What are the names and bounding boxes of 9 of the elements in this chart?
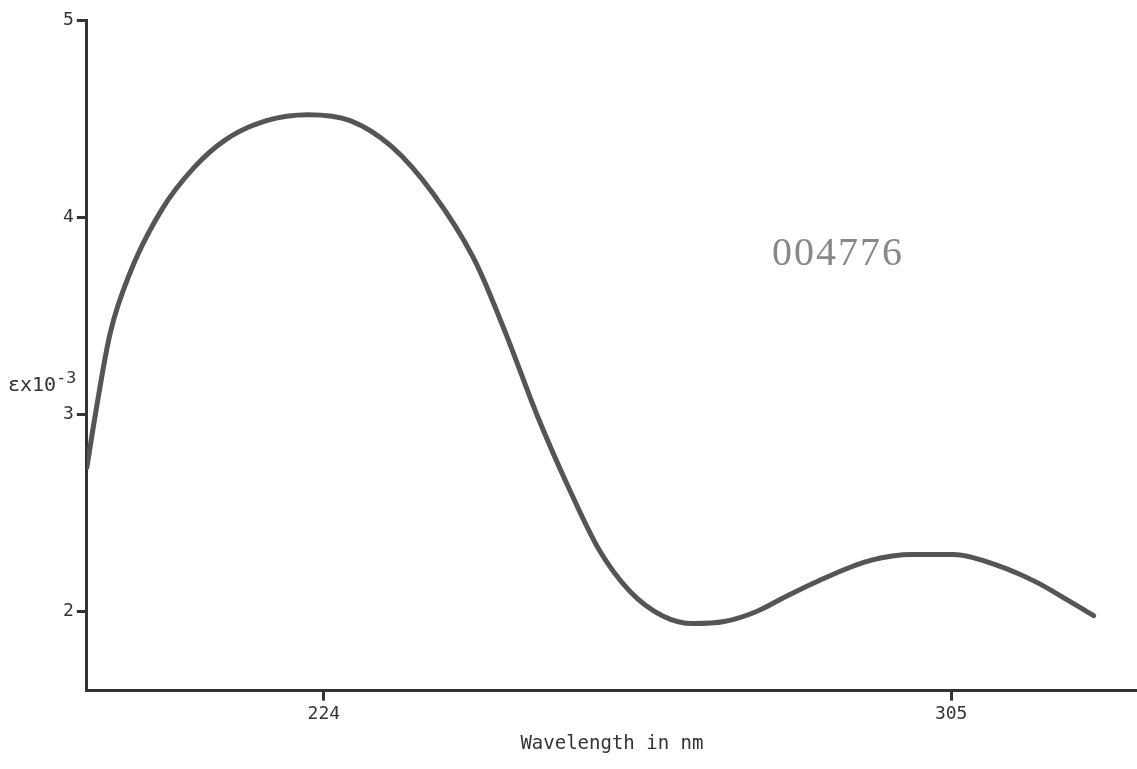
x-axis-title: Wavelength in nm <box>520 730 704 753</box>
y-tick-label: 2 <box>62 599 74 621</box>
y-axis-title: εx10$^{-3}$ <box>8 368 77 396</box>
x-tick-label: 224 <box>307 702 341 724</box>
annotation: 004776 <box>772 228 904 275</box>
y-tick-label: 5 <box>62 7 74 29</box>
y-tick-label: 3 <box>62 402 74 424</box>
y-tick-label: 4 <box>62 204 74 226</box>
x-tick-label: 305 <box>934 702 968 724</box>
